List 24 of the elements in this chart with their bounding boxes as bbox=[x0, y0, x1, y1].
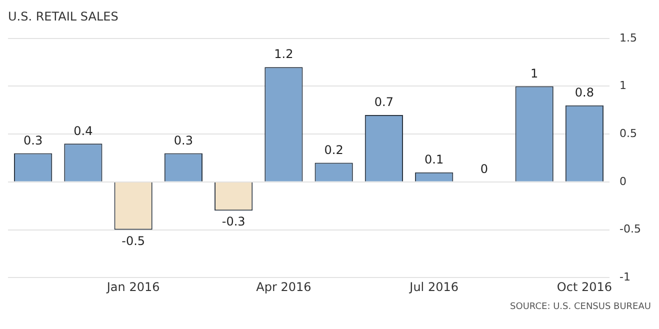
x-tick-label: Jan 2016 bbox=[106, 280, 160, 294]
data-label: 1.2 bbox=[274, 47, 294, 62]
x-tick-label: Oct 2016 bbox=[556, 280, 612, 294]
y-tick-label: 1 bbox=[620, 79, 627, 92]
x-tick-label: Apr 2016 bbox=[256, 280, 312, 294]
data-label: 0.2 bbox=[324, 142, 344, 157]
y-tick-label: -1 bbox=[620, 270, 631, 284]
chart-title: U.S. RETAIL SALES bbox=[8, 9, 118, 24]
data-label: 0 bbox=[480, 162, 488, 176]
y-tick-label: -0.5 bbox=[620, 222, 642, 236]
data-label: 0.1 bbox=[424, 152, 444, 166]
y-tick-label: 1.5 bbox=[620, 31, 638, 44]
x-tick-label: Jul 2016 bbox=[408, 280, 459, 294]
data-label: 0.4 bbox=[74, 124, 93, 138]
data-label: 0.8 bbox=[574, 86, 594, 100]
y-tick-label: 0.5 bbox=[620, 126, 638, 140]
data-label: 0.3 bbox=[174, 133, 193, 148]
data-label: 0.3 bbox=[24, 133, 43, 148]
source-note: SOURCE: U.S. CENSUS BUREAU bbox=[509, 302, 651, 312]
data-label: 0.7 bbox=[374, 95, 394, 110]
data-label: -0.5 bbox=[122, 234, 146, 248]
y-tick-label: 0 bbox=[620, 174, 627, 188]
data-label: 1 bbox=[530, 66, 538, 80]
data-label: -0.3 bbox=[222, 214, 246, 229]
